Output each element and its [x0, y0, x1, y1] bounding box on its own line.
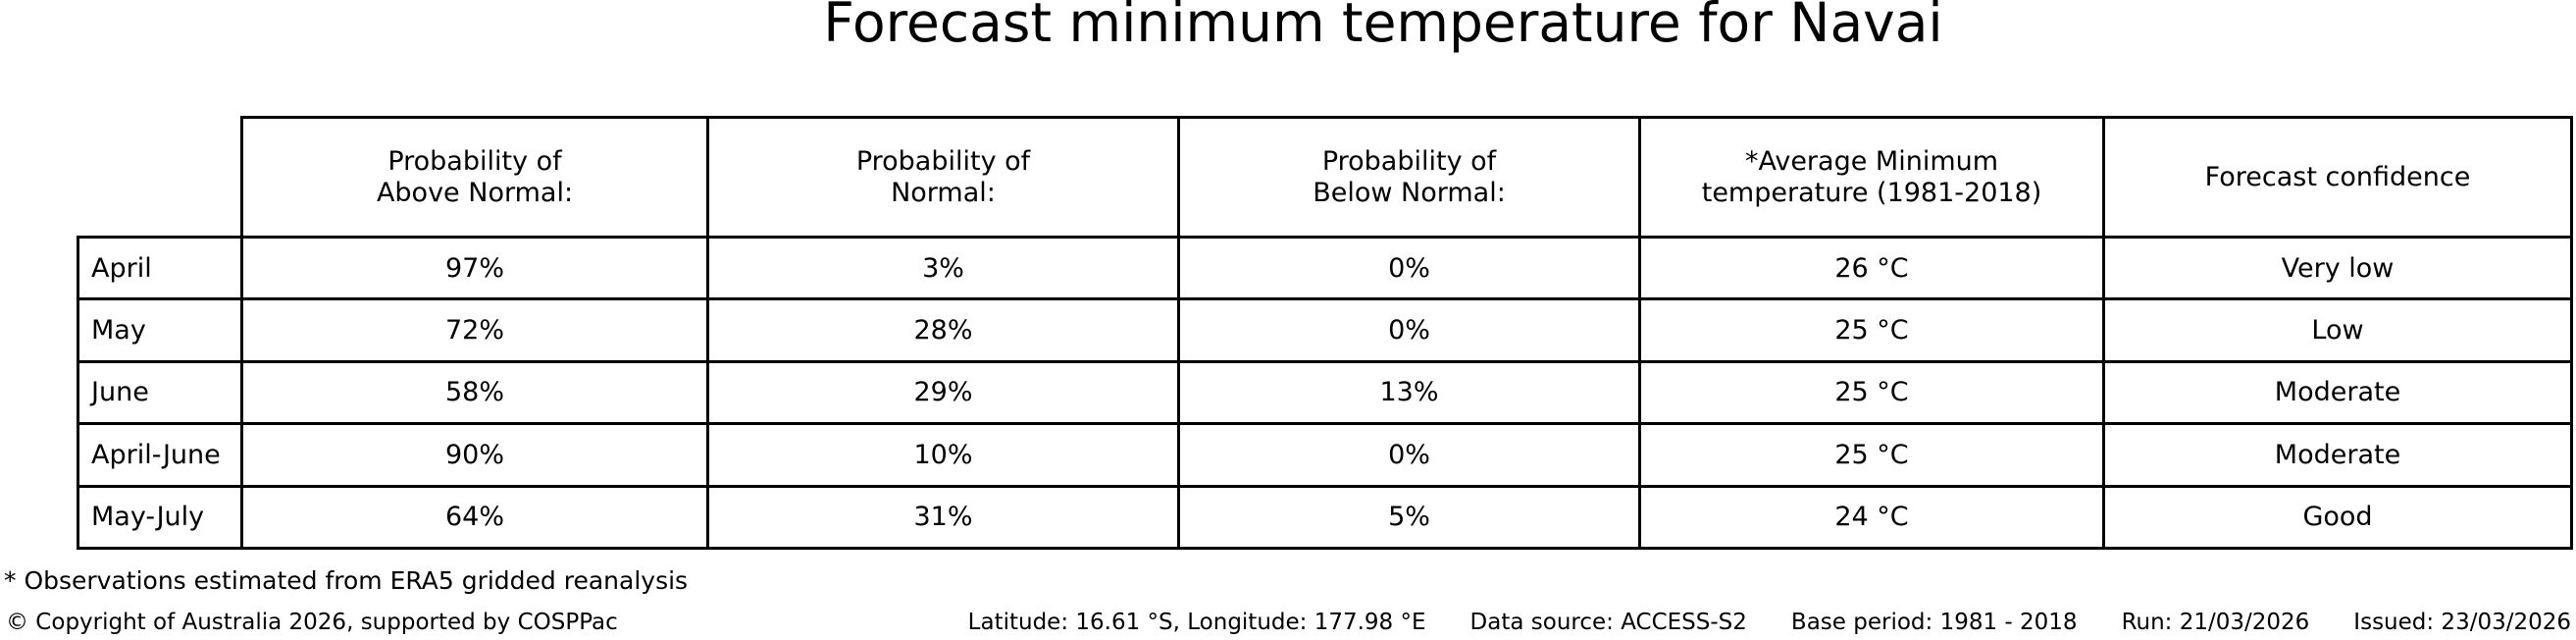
footnote: * Observations estimated from ERA5 gridd… — [4, 566, 689, 595]
table-row-april: April 97% 3% 0% 26 °C Very low — [77, 235, 2573, 301]
table-cell: Moderate — [2102, 422, 2573, 488]
table-cell: 3% — [706, 235, 1180, 301]
table-row-may: May 72% 28% 0% 25 °C Low — [77, 297, 2573, 363]
table-cell: 90% — [240, 422, 709, 488]
table-cell: 28% — [706, 297, 1180, 363]
table-cell: 29% — [706, 359, 1180, 426]
table-cell: 24 °C — [1638, 484, 2105, 550]
table-cell: 26 °C — [1638, 235, 2105, 301]
page-title: Forecast minimum temperature for Navai — [823, 0, 1943, 54]
table-cell: Very low — [2102, 235, 2573, 301]
table-cell: 64% — [240, 484, 709, 550]
table-cell: 25 °C — [1638, 359, 2105, 426]
row-label: April-June — [77, 422, 243, 488]
table-cell: 97% — [240, 235, 709, 301]
footer-base-period: Base period: 1981 - 2018 — [1790, 610, 2078, 635]
table-cell: 0% — [1177, 235, 1641, 301]
forecast-table: Probability of Above Normal: Probability… — [77, 116, 2573, 550]
footer-issued-date: Issued: 23/03/2026 — [2353, 610, 2571, 635]
table-cell: 25 °C — [1638, 422, 2105, 488]
table-cell: 0% — [1177, 422, 1641, 488]
column-header-normal: Probability of Normal: — [706, 116, 1180, 239]
table-cell: 10% — [706, 422, 1180, 488]
footer-run-date: Run: 21/03/2026 — [2121, 610, 2310, 635]
row-label: May — [77, 297, 243, 363]
footer-metadata: © Copyright of Australia 2026, supported… — [6, 610, 2571, 635]
column-header-below-normal: Probability of Below Normal: — [1177, 116, 1641, 239]
column-header-above-normal: Probability of Above Normal: — [240, 116, 709, 239]
table-cell: 5% — [1177, 484, 1641, 550]
table-cell: 13% — [1177, 359, 1641, 426]
table-row-june: June 58% 29% 13% 25 °C Moderate — [77, 359, 2573, 426]
table-cell: 58% — [240, 359, 709, 426]
table-cell: Good — [2102, 484, 2573, 550]
corner-cell — [78, 118, 242, 238]
table-cell: Low — [2102, 297, 2573, 363]
table-cell: 25 °C — [1638, 297, 2105, 363]
row-label: April — [77, 235, 243, 301]
column-header-forecast-confidence: Forecast confidence — [2102, 116, 2573, 239]
footer-location: Latitude: 16.61 °S, Longitude: 177.98 °E — [967, 610, 1426, 635]
table-row-may-july: May-July 64% 31% 5% 24 °C Good — [77, 484, 2573, 550]
table-cell: 31% — [706, 484, 1180, 550]
footer-copyright: © Copyright of Australia 2026, supported… — [6, 610, 618, 635]
table-header-row: Probability of Above Normal: Probability… — [78, 116, 2573, 239]
table-cell: 72% — [240, 297, 709, 363]
table-cell: Moderate — [2102, 359, 2573, 426]
table-cell: 0% — [1177, 297, 1641, 363]
row-label: May-July — [77, 484, 243, 550]
column-header-average-min-temp: *Average Minimum temperature (1981-2018) — [1638, 116, 2105, 239]
row-label: June — [77, 359, 243, 426]
footer-data-source: Data source: ACCESS-S2 — [1469, 610, 1747, 635]
table-row-april-june: April-June 90% 10% 0% 25 °C Moderate — [77, 422, 2573, 488]
